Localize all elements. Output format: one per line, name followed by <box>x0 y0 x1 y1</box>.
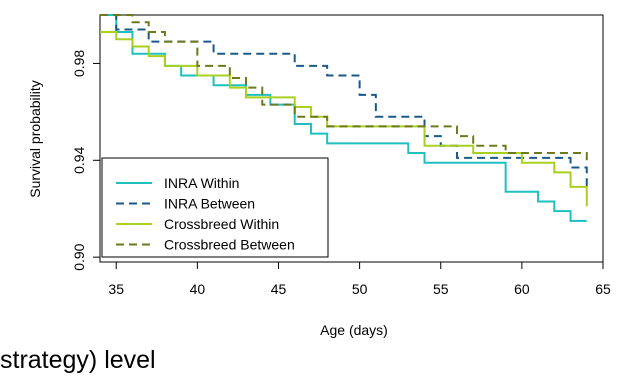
legend-label-2: INRA Between <box>164 196 255 212</box>
y-axis-label: Survival probability <box>27 80 43 198</box>
legend-label-3: Crossbreed Within <box>164 216 279 232</box>
caption-text: strategy) level <box>0 346 156 374</box>
x-tick-label: 40 <box>190 281 206 297</box>
x-tick-label: 45 <box>271 281 287 297</box>
plot-area <box>99 14 604 263</box>
x-tick-label: 65 <box>595 281 611 297</box>
x-tick-label: 35 <box>108 281 124 297</box>
y-tick-label: 0.90 <box>71 243 87 270</box>
legend-label-1: INRA Within <box>164 175 239 191</box>
survival-chart: 35 40 45 50 55 60 65 0.90 0.94 0.98 Age (days) S… <box>27 14 611 338</box>
legend-label-4: Crossbreed Between <box>164 237 295 253</box>
x-axis-label: Age (days) <box>320 322 388 338</box>
x-tick-label: 55 <box>433 281 449 297</box>
x-tick-label: 60 <box>514 281 530 297</box>
plot-frame <box>99 14 604 263</box>
legend: INRA Within INRA Between Crossbreed Within… <box>101 157 329 258</box>
legend-box <box>101 157 329 258</box>
series-line-4 <box>100 14 588 163</box>
y-tick-label: 0.94 <box>71 146 87 173</box>
y-tick-label: 0.98 <box>71 50 87 77</box>
x-tick-label: 50 <box>352 281 368 297</box>
y-axis: 0.90 0.94 0.98 <box>71 50 100 271</box>
x-axis: 35 40 45 50 55 60 65 <box>108 262 611 297</box>
